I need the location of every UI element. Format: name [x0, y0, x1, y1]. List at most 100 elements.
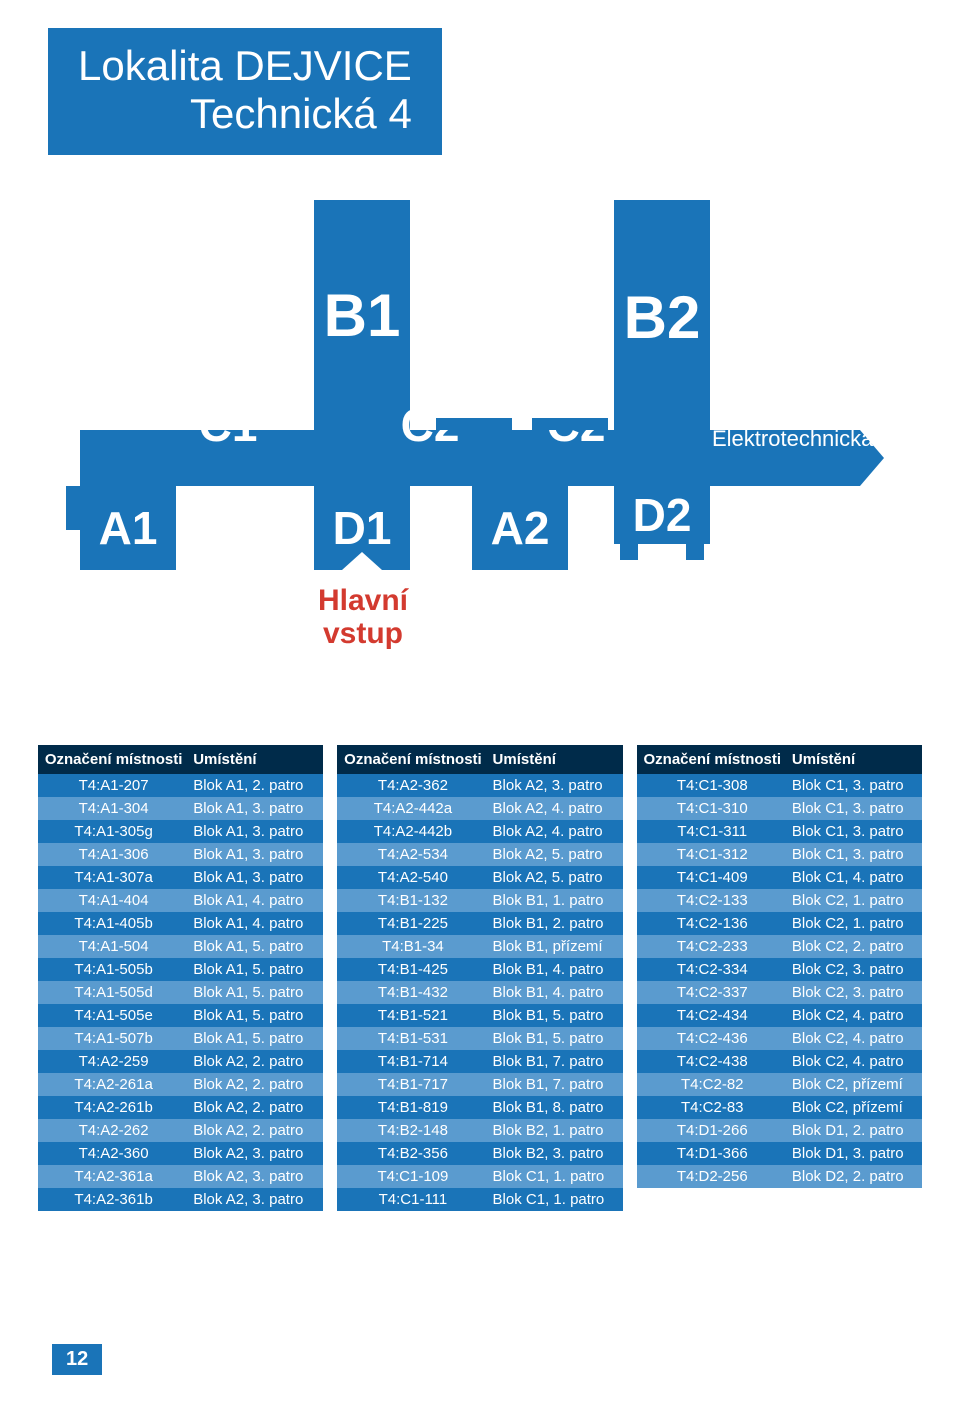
table-row: T4:B1-819Blok B1, 8. patro	[337, 1096, 622, 1119]
room-id: T4:B2-148	[337, 1122, 488, 1139]
room-id: T4:A1-307a	[38, 869, 189, 886]
title-line1: Lokalita DEJVICE	[78, 42, 412, 90]
room-id: T4:A2-540	[337, 869, 488, 886]
table-row: T4:B1-432Blok B1, 4. patro	[337, 981, 622, 1004]
header-loc: Umístění	[788, 751, 922, 768]
room-location: Blok C1, 3. patro	[788, 823, 922, 840]
room-location: Blok A1, 3. patro	[189, 846, 323, 863]
room-id: T4:A2-362	[337, 777, 488, 794]
table-row: T4:A2-360Blok A2, 3. patro	[38, 1142, 323, 1165]
room-location: Blok B1, 2. patro	[489, 915, 623, 932]
room-id: T4:C1-311	[637, 823, 788, 840]
table-row: T4:A1-305gBlok A1, 3. patro	[38, 820, 323, 843]
table-row: T4:C1-109Blok C1, 1. patro	[337, 1165, 622, 1188]
table-row: T4:A2-261aBlok A2, 2. patro	[38, 1073, 323, 1096]
table-header: Označení místnosti Umístění	[637, 745, 922, 774]
room-location: Blok A1, 5. patro	[189, 961, 323, 978]
table-row: T4:A1-307aBlok A1, 3. patro	[38, 866, 323, 889]
page-number: 12	[52, 1344, 102, 1375]
room-location: Blok C2, přízemí	[788, 1099, 922, 1116]
room-id: T4:D1-266	[637, 1122, 788, 1139]
table-row: T4:B1-132Blok B1, 1. patro	[337, 889, 622, 912]
room-id: T4:A2-361a	[38, 1168, 189, 1185]
room-location: Blok B1, přízemí	[489, 938, 623, 955]
room-location: Blok A2, 2. patro	[189, 1076, 323, 1093]
table-row: T4:A2-361bBlok A2, 3. patro	[38, 1188, 323, 1211]
table-row: T4:C2-438Blok C2, 4. patro	[637, 1050, 922, 1073]
table-row: T4:A1-505bBlok A1, 5. patro	[38, 958, 323, 981]
room-id: T4:A2-259	[38, 1053, 189, 1070]
room-location: Blok A1, 2. patro	[189, 777, 323, 794]
table-row: T4:A1-404Blok A1, 4. patro	[38, 889, 323, 912]
room-id: T4:C1-111	[337, 1191, 488, 1208]
table-row: T4:C2-83Blok C2, přízemí	[637, 1096, 922, 1119]
room-location: Blok B1, 4. patro	[489, 984, 623, 1001]
room-id: T4:C1-312	[637, 846, 788, 863]
room-location: Blok B2, 3. patro	[489, 1145, 623, 1162]
room-location: Blok C2, 3. patro	[788, 984, 922, 1001]
room-location: Blok A1, 5. patro	[189, 938, 323, 955]
room-id: T4:C2-136	[637, 915, 788, 932]
room-location: Blok A1, 4. patro	[189, 915, 323, 932]
table-row: T4:B1-714Blok B1, 7. patro	[337, 1050, 622, 1073]
stub-d2-r	[686, 544, 704, 560]
table-row: T4:B1-717Blok B1, 7. patro	[337, 1073, 622, 1096]
room-id: T4:A1-507b	[38, 1030, 189, 1047]
room-location: Blok C1, 1. patro	[489, 1168, 623, 1185]
room-id: T4:B1-521	[337, 1007, 488, 1024]
room-id: T4:A2-262	[38, 1122, 189, 1139]
room-location: Blok A2, 4. patro	[489, 823, 623, 840]
table-row: T4:C2-337Blok C2, 3. patro	[637, 981, 922, 1004]
faculty-label: Fakulta Elektrotechnická	[712, 400, 873, 453]
room-id: T4:D1-366	[637, 1145, 788, 1162]
table-row: T4:D1-266Blok D1, 2. patro	[637, 1119, 922, 1142]
room-id: T4:A1-505d	[38, 984, 189, 1001]
header-loc: Umístění	[489, 751, 623, 768]
room-location: Blok D2, 2. patro	[788, 1168, 922, 1185]
table-row: T4:A1-505eBlok A1, 5. patro	[38, 1004, 323, 1027]
table-row: T4:C2-434Blok C2, 4. patro	[637, 1004, 922, 1027]
room-id: T4:A1-504	[38, 938, 189, 955]
room-id: T4:B1-717	[337, 1076, 488, 1093]
table-row: T4:C2-334Blok C2, 3. patro	[637, 958, 922, 981]
room-id: T4:C2-133	[637, 892, 788, 909]
room-id: T4:C2-436	[637, 1030, 788, 1047]
table-row: T4:C1-409Blok C1, 4. patro	[637, 866, 922, 889]
table-row: T4:C2-136Blok C2, 1. patro	[637, 912, 922, 935]
table-row: T4:C1-111Blok C1, 1. patro	[337, 1188, 622, 1211]
header-loc: Umístění	[189, 751, 323, 768]
room-id: T4:B1-819	[337, 1099, 488, 1116]
table-row: T4:B1-225Blok B1, 2. patro	[337, 912, 622, 935]
room-id: T4:A1-505b	[38, 961, 189, 978]
room-location: Blok C2, přízemí	[788, 1076, 922, 1093]
room-id: T4:A1-404	[38, 892, 189, 909]
room-location: Blok C1, 3. patro	[788, 800, 922, 817]
room-location: Blok A2, 3. patro	[189, 1145, 323, 1162]
room-location: Blok C2, 4. patro	[788, 1007, 922, 1024]
table-row: T4:A2-361aBlok A2, 3. patro	[38, 1165, 323, 1188]
table-row: T4:A2-442bBlok A2, 4. patro	[337, 820, 622, 843]
room-location: Blok C1, 3. patro	[788, 777, 922, 794]
room-location: Blok B1, 5. patro	[489, 1030, 623, 1047]
room-id: T4:C2-83	[637, 1099, 788, 1116]
room-location: Blok C2, 3. patro	[788, 961, 922, 978]
room-id: T4:A2-360	[38, 1145, 189, 1162]
table-row: T4:A1-405bBlok A1, 4. patro	[38, 912, 323, 935]
room-id: T4:A2-261b	[38, 1099, 189, 1116]
room-id: T4:C2-438	[637, 1053, 788, 1070]
table-row: T4:A2-262Blok A2, 2. patro	[38, 1119, 323, 1142]
room-location: Blok A1, 3. patro	[189, 823, 323, 840]
room-id: T4:B1-132	[337, 892, 488, 909]
entrance-label: Hlavní vstup	[308, 584, 418, 650]
room-id: T4:A2-442a	[337, 800, 488, 817]
header-room: Označení místnosti	[38, 751, 189, 768]
room-id: T4:B1-714	[337, 1053, 488, 1070]
room-id: T4:D2-256	[637, 1168, 788, 1185]
room-id: T4:A2-534	[337, 846, 488, 863]
room-location: Blok C2, 1. patro	[788, 915, 922, 932]
room-id: T4:A1-505e	[38, 1007, 189, 1024]
room-id: T4:A2-442b	[337, 823, 488, 840]
room-location: Blok A1, 5. patro	[189, 1007, 323, 1024]
room-location: Blok D1, 3. patro	[788, 1145, 922, 1162]
table-row: T4:C1-310Blok C1, 3. patro	[637, 797, 922, 820]
